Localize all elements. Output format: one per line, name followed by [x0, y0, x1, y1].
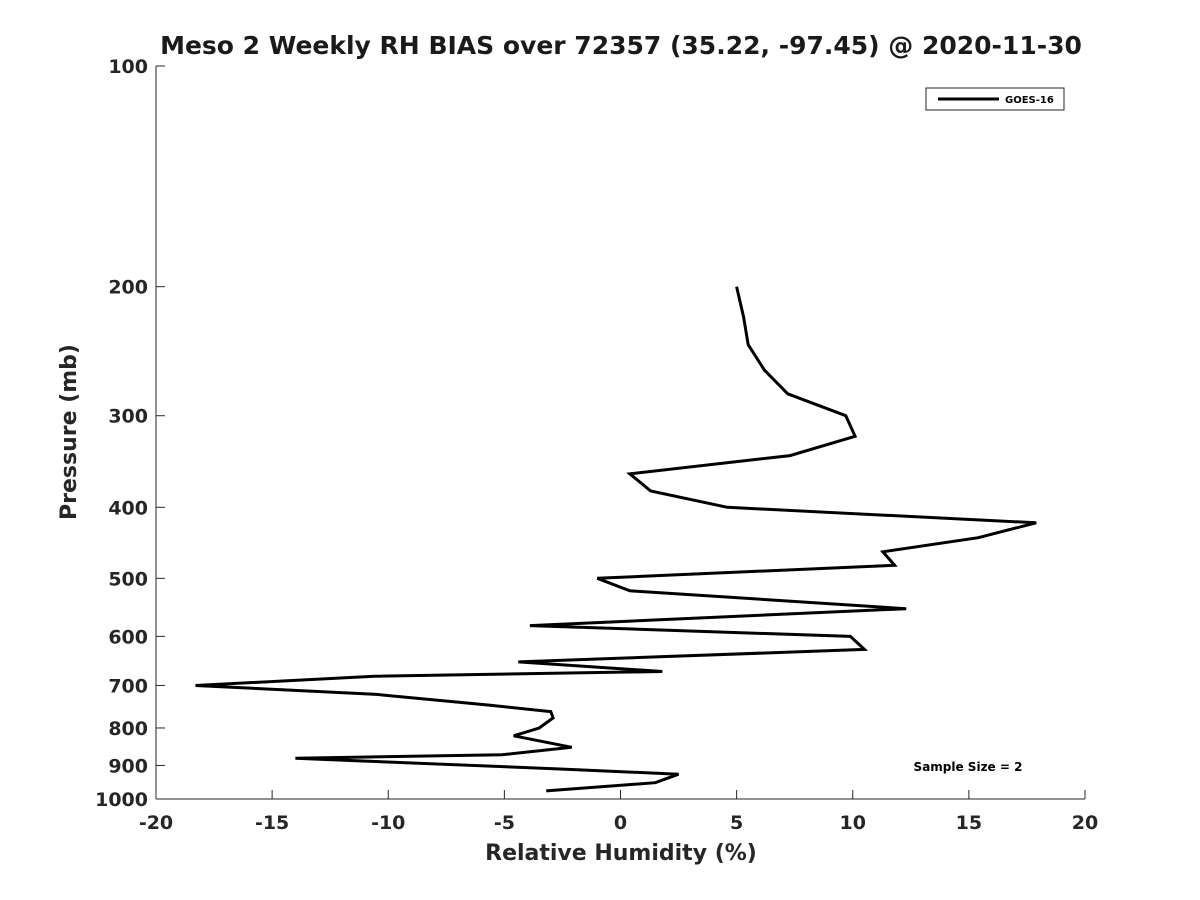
- x-tick-label: 20: [1072, 812, 1098, 834]
- y-tick-label: 200: [108, 277, 148, 299]
- sample-size-annotation: Sample Size = 2: [914, 760, 1023, 774]
- x-tick-label: -5: [494, 812, 515, 834]
- x-tick-label: -20: [139, 812, 173, 834]
- chart-title: Meso 2 Weekly RH BIAS over 72357 (35.22,…: [160, 31, 1082, 60]
- y-tick-label: 300: [108, 406, 148, 428]
- y-tick-label: 500: [108, 568, 148, 590]
- x-ticks: -20 -15 -10 -5 0 5 10 15 20: [139, 790, 1098, 834]
- legend: GOES-16: [925, 87, 1065, 111]
- y-tick-label: 800: [108, 718, 148, 740]
- y-ticks: 100 200 300 400 500 600 700 800 900 1000: [95, 56, 165, 811]
- y-tick-label: 1000: [95, 789, 148, 811]
- y-tick-label: 400: [108, 497, 148, 519]
- x-tick-label: 5: [730, 812, 743, 834]
- y-tick-label: 900: [108, 755, 148, 777]
- x-tick-label: -10: [371, 812, 405, 834]
- legend-label-goes-16: GOES-16: [1005, 95, 1054, 106]
- series-layer: [195, 286, 1037, 793]
- x-tick-label: 10: [840, 812, 866, 834]
- y-tick-label: 100: [108, 56, 148, 78]
- x-tick-label: -15: [255, 812, 289, 834]
- series-line-goes-16: [195, 286, 1037, 793]
- y-tick-label: 700: [108, 675, 148, 697]
- x-tick-label: 0: [614, 812, 627, 834]
- x-tick-label: 15: [956, 812, 982, 834]
- x-axis-label: Relative Humidity (%): [485, 841, 757, 866]
- y-tick-label: 600: [108, 626, 148, 648]
- y-axis-label: Pressure (mb): [57, 344, 82, 520]
